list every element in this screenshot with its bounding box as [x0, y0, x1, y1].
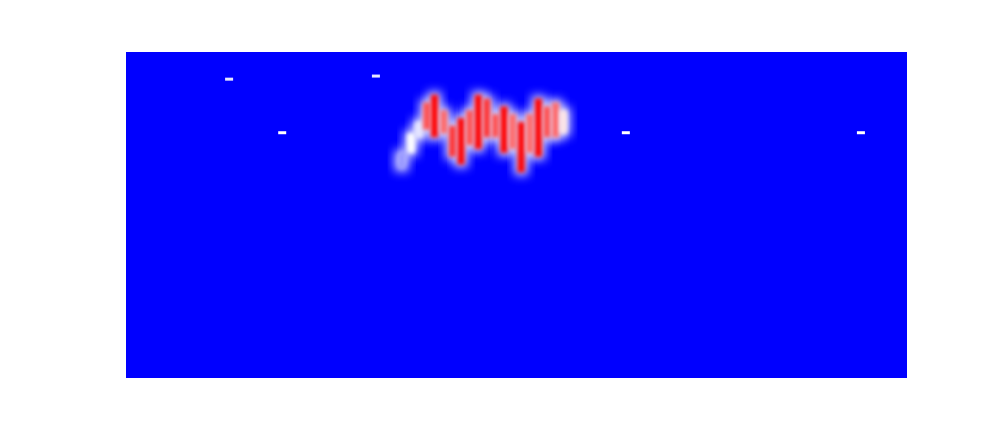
heatmap-point-2: [278, 131, 287, 135]
heatmap-cell-column-16: [534, 98, 542, 157]
heatmap-point-3: [621, 131, 630, 135]
heatmap-cell-column-8: [466, 110, 474, 146]
heatmap-point-0: [225, 77, 234, 81]
heatmap-cell-column-7: [457, 117, 465, 165]
heatmap-cell-column-4: [430, 94, 438, 138]
heatmap-cell-column-12: [500, 106, 508, 153]
heatmap-cell-column-5: [440, 110, 448, 134]
heatmap-cell-column-0: [398, 152, 406, 169]
heatmap-cell-column-10: [483, 98, 491, 138]
heatmap-cell-column-1: [407, 133, 415, 153]
heatmap-cell-column-17: [543, 106, 551, 138]
heatmap-cell-column-13: [509, 114, 517, 150]
heatmap-point-1: [371, 74, 380, 78]
heatmap-cell-column-9: [474, 94, 482, 150]
heatmap-cell-column-6: [448, 125, 456, 157]
heatmap-cell-column-2: [415, 121, 423, 138]
plot-background: [126, 52, 907, 378]
heatmap-cell-column-15: [526, 114, 534, 153]
heatmap-marks: [225, 74, 865, 176]
heatmap-cell-column-3: [423, 102, 431, 130]
heatmap-cell-column-19: [559, 110, 567, 134]
heatmap-point-4: [856, 131, 865, 135]
heatmap-cell-column-11: [491, 114, 499, 138]
heatmap-cell-column-14: [517, 121, 525, 173]
heatmap-cell-column-18: [552, 102, 560, 138]
